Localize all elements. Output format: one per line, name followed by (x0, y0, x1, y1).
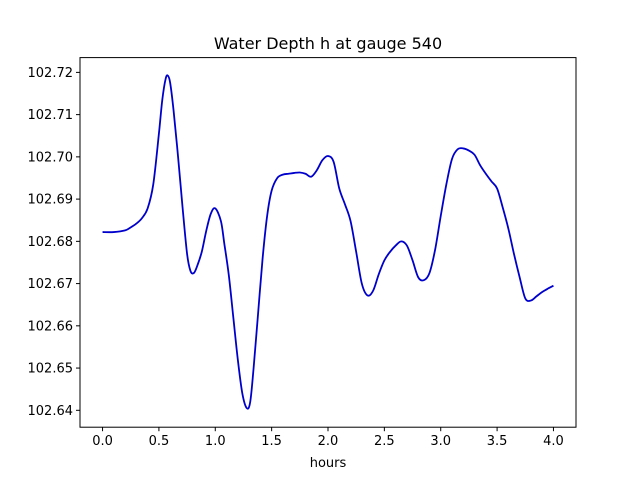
series-line (102, 74, 554, 410)
y-tick-label: 102.66 (28, 319, 74, 334)
y-tick-label: 102.71 (28, 108, 74, 123)
x-tick-label: 1.0 (205, 434, 226, 449)
chart-title: Water Depth h at gauge 540 (214, 34, 442, 53)
x-tick-label: 1.5 (261, 434, 282, 449)
y-tick-label: 102.70 (28, 150, 74, 165)
x-tick-label: 3.5 (487, 434, 508, 449)
x-tick-label: 2.0 (318, 434, 339, 449)
y-tick-label: 102.64 (28, 404, 74, 419)
x-tick-label: 3.0 (430, 434, 451, 449)
x-tick-label: 4.0 (543, 434, 564, 449)
x-axis-label: hours (310, 456, 347, 471)
x-axis-ticks: 0.0 0.5 1.0 1.5 2.0 2.5 3.0 3.5 4.0 (92, 427, 564, 449)
plot-frame (79, 57, 577, 428)
x-tick-label: 0.5 (149, 434, 170, 449)
y-tick-label: 102.67 (28, 277, 74, 292)
x-tick-label: 2.5 (374, 434, 395, 449)
y-tick-label: 102.65 (28, 362, 74, 377)
y-tick-label: 102.72 (28, 66, 74, 81)
y-tick-label: 102.68 (28, 235, 74, 250)
y-tick-label: 102.69 (28, 193, 74, 208)
x-tick-label: 0.0 (92, 434, 113, 449)
series-layer (102, 74, 554, 410)
y-axis-ticks: 102.64 102.65 102.66 102.67 102.68 102.69 102.… (28, 66, 80, 419)
